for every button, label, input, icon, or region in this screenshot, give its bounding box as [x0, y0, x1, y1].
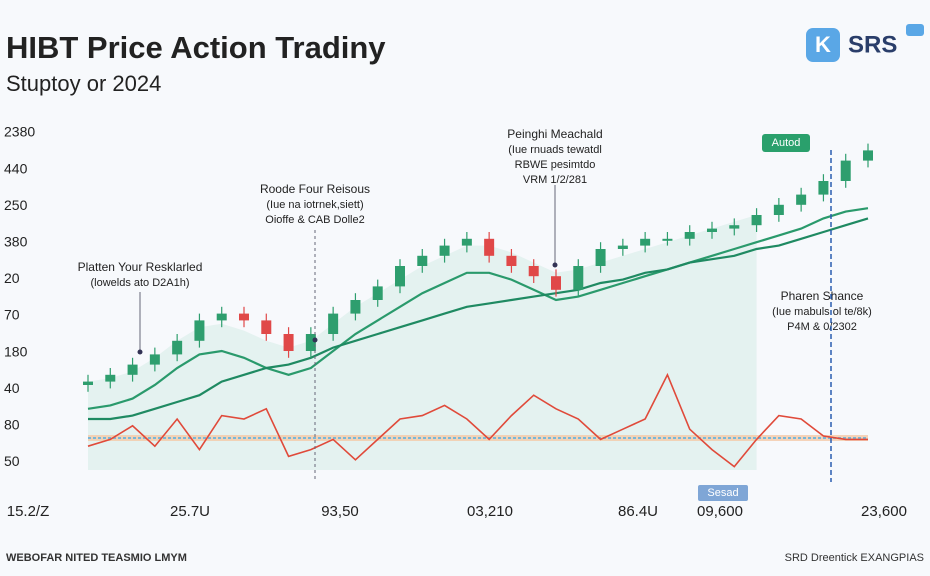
badge-top: Autod [772, 137, 801, 149]
candle-body [417, 255, 428, 266]
y-tick-label: 70 [4, 307, 20, 323]
candle-body [83, 381, 93, 385]
candle-body [216, 313, 227, 321]
x-tick-label: 93,50 [321, 503, 359, 520]
candle-body [506, 255, 517, 266]
candle-body [328, 313, 339, 334]
y-tick-label: 380 [4, 234, 28, 250]
candle-body [484, 238, 495, 256]
annotation-text: Pharen Shance [781, 289, 864, 303]
y-tick-label: 80 [4, 417, 20, 433]
candle-body [796, 194, 807, 205]
annotation-text: VRM 1/2/281 [523, 174, 587, 186]
y-tick-label: 50 [4, 453, 20, 469]
candle-body [461, 238, 472, 246]
candle-body [105, 374, 116, 382]
y-tick-label: 250 [4, 197, 28, 213]
candle-body [172, 340, 183, 355]
candle-body [773, 204, 784, 215]
line-series [88, 217, 869, 421]
annotation-point [137, 349, 143, 355]
annotation-text: Peinghi Meachald [507, 127, 602, 141]
y-tick-label: 20 [4, 270, 20, 286]
candle-body [751, 215, 762, 226]
x-tick-label: 23,600 [861, 503, 907, 520]
line-series [87, 372, 868, 468]
footer-right: SRD Dreentick EXANGPIAS [785, 552, 924, 564]
candle-body [350, 300, 361, 314]
candle-body [840, 160, 851, 181]
x-tick-label: 25.7U [170, 503, 210, 520]
y-tick-label: 180 [4, 343, 28, 359]
candle-body [261, 320, 272, 334]
annotation-text: P4M & 0/2302 [787, 321, 857, 333]
logo-icon-bg [806, 28, 840, 62]
candle-body [684, 232, 695, 239]
annotation-text: (Iue rnuads tewatdl [508, 144, 602, 156]
badge-bottom: Sesad [707, 487, 738, 499]
candle-body [707, 228, 717, 232]
x-tick-label: 09,600 [697, 503, 743, 520]
candle-body [863, 150, 873, 161]
logo-badge [906, 24, 924, 36]
x-tick-label: 15.2/Z [7, 503, 50, 520]
candle-body [194, 320, 205, 341]
annotation-point [552, 262, 558, 268]
x-tick-label: 86.4U [618, 503, 658, 520]
shaded-area [88, 215, 757, 470]
annotation-text: Roode Four Reisous [260, 182, 370, 196]
annotation-text: RBWE pesimtdo [515, 159, 596, 171]
line-series [87, 207, 869, 410]
footer-left: WEBOFAR NITED TEASMIO LMYM [6, 552, 187, 564]
candle-body [662, 238, 673, 241]
candle-body [372, 286, 383, 300]
candle-body [573, 266, 584, 290]
candle-body [283, 334, 294, 351]
annotation-text: (lowelds ato D2A1h) [90, 277, 189, 289]
annotation-point [312, 337, 318, 343]
badge-top-bg [762, 134, 810, 152]
annotation-text: Platten Your Resklarled [78, 260, 203, 274]
candle-body [595, 249, 606, 266]
title: HIBT Price Action Tradiny [6, 30, 386, 65]
candle-body [127, 364, 138, 375]
subtitle: Stuptoy or 2024 [6, 71, 161, 96]
candle-body [305, 334, 316, 351]
annotation-text: Oioffe & CAB Dolle2 [265, 214, 364, 226]
candle-body [149, 354, 160, 365]
y-tick-label: 40 [4, 380, 20, 396]
candle-body [395, 266, 405, 287]
candle-body [818, 181, 829, 195]
candle-body [528, 266, 539, 277]
logo-text: SRS [848, 31, 897, 58]
candle-body [239, 313, 249, 321]
y-tick-label: 2380 [4, 124, 35, 140]
y-tick-label: 440 [4, 160, 28, 176]
annotation-text: (Iue mabuls ol te/8k) [772, 306, 872, 318]
candle-body [617, 245, 628, 249]
candle-body [551, 276, 561, 290]
candle-body [729, 225, 740, 229]
logo-icon: K [815, 32, 831, 57]
badge-bottom-bg [698, 485, 748, 501]
candle-body [439, 245, 450, 256]
x-tick-label: 03,210 [467, 503, 513, 520]
candle-body [640, 238, 651, 246]
annotation-text: (Iue na iotrnek,siett) [266, 199, 363, 211]
